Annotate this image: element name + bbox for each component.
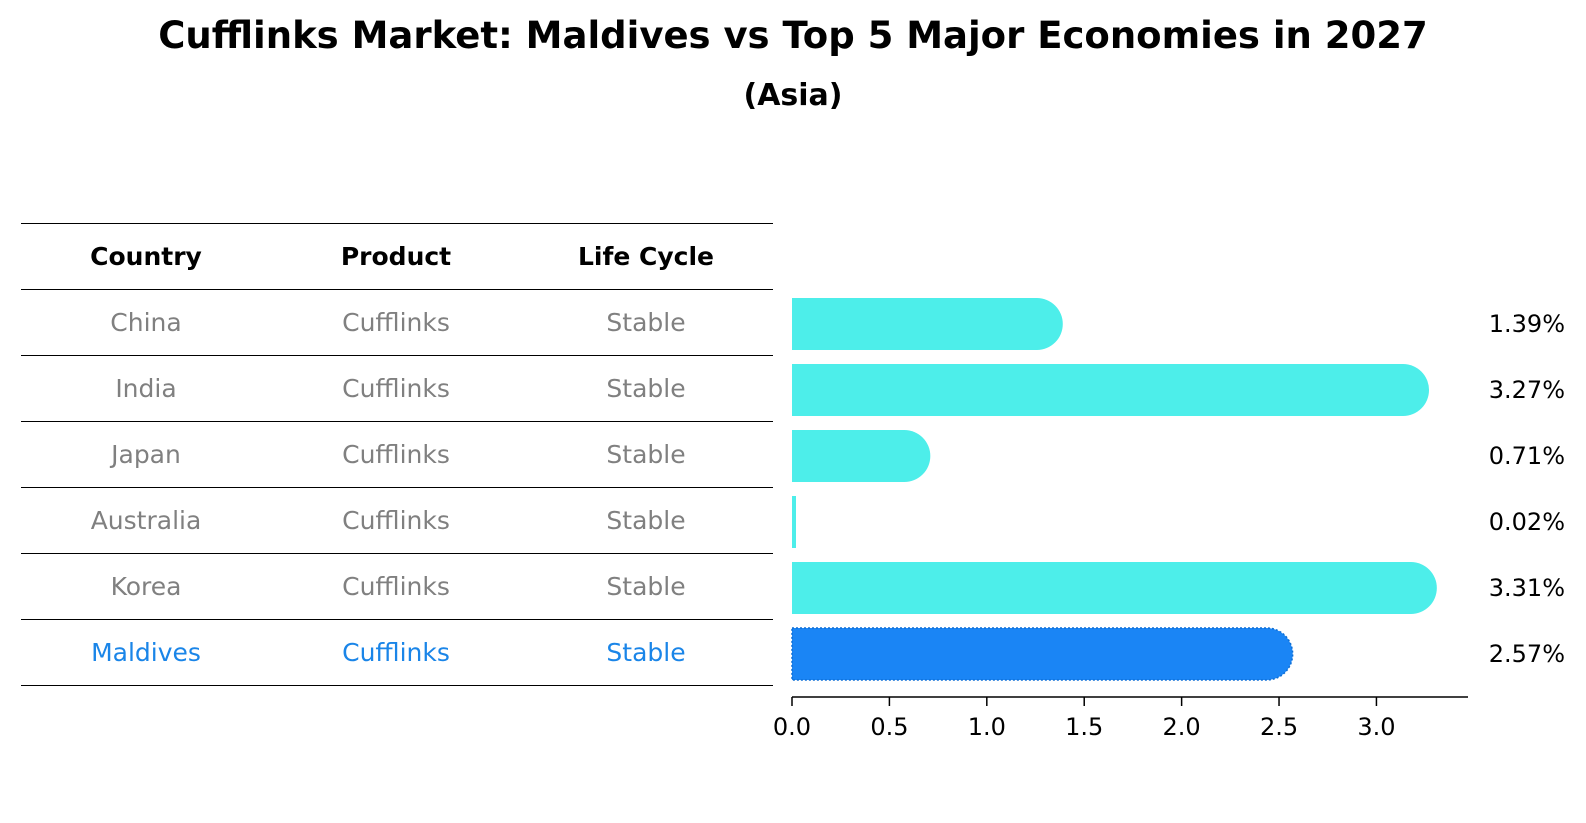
bar-china [792,298,1063,350]
data-table: Country Product Life Cycle China Cufflin… [21,223,773,686]
bar-korea [792,562,1437,614]
x-axis: 0.0 0.5 1.0 1.5 2.0 2.5 3.0 [773,696,1468,741]
life-cycle-cell: Stable [606,572,686,601]
country-cell: Australia [90,506,202,535]
x-tick-label: 1.0 [968,713,1006,741]
bar-japan [792,430,931,482]
chart-title: Cufflinks Market: Maldives vs Top 5 Majo… [158,14,1428,57]
country-cell: Korea [110,572,182,601]
country-cell: China [110,308,182,337]
value-label-korea: 3.31% [1489,574,1565,602]
header-product: Product [340,242,452,271]
header-life-cycle: Life Cycle [577,242,715,271]
x-tick-label: 2.0 [1163,713,1201,741]
x-tick-label: 3.0 [1357,713,1395,741]
product-cell: Cufflinks [342,572,450,601]
country-cell: India [115,374,177,403]
life-cycle-cell: Stable [606,638,686,667]
bars-group [791,298,1437,681]
table-row-highlight: Maldives Cufflinks Stable [21,620,773,686]
value-label-india: 3.27% [1489,376,1565,404]
life-cycle-cell: Stable [606,440,686,469]
table-row: India Cufflinks Stable [21,356,773,422]
value-label-australia: 0.02% [1489,508,1565,536]
life-cycle-cell: Stable [606,308,686,337]
bar-india [792,364,1430,416]
value-labels-group: 1.39% 3.27% 0.71% 0.02% 3.31% 2.57% [1489,310,1565,668]
life-cycle-cell: Stable [606,506,686,535]
product-cell: Cufflinks [342,374,450,403]
value-label-maldives: 2.57% [1489,640,1565,668]
table-row: Australia Cufflinks Stable [21,488,773,554]
bar-australia [792,496,796,548]
product-cell: Cufflinks [342,308,450,337]
x-tick-label: 0.0 [773,713,811,741]
x-tick-label: 1.5 [1065,713,1103,741]
country-cell: Maldives [91,638,201,667]
table-row: Korea Cufflinks Stable [21,554,773,620]
x-tick-label: 0.5 [870,713,908,741]
product-cell: Cufflinks [342,440,450,469]
country-cell: Japan [111,440,181,469]
table-row: China Cufflinks Stable [21,290,773,356]
table-header-row: Country Product Life Cycle [21,223,773,290]
chart-subtitle: (Asia) [743,78,843,113]
value-label-china: 1.39% [1489,310,1565,338]
header-country: Country [90,242,202,271]
bar-maldives [791,627,1294,681]
table-row: Japan Cufflinks Stable [21,422,773,488]
x-tick-label: 2.5 [1260,713,1298,741]
value-label-japan: 0.71% [1489,442,1565,470]
product-cell: Cufflinks [342,506,450,535]
life-cycle-cell: Stable [606,374,686,403]
product-cell: Cufflinks [342,638,450,667]
